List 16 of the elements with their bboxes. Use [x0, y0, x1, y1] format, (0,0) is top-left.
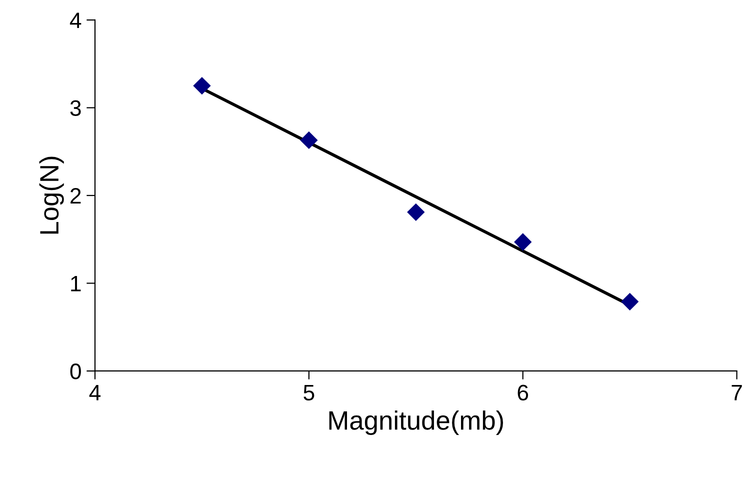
y-tick-label: 1	[71, 276, 81, 292]
point	[621, 293, 638, 310]
point	[407, 204, 424, 221]
x-tick-label: 6	[518, 384, 528, 401]
y-axis-title: Log(N)	[39, 156, 64, 234]
y-tick-label: 4	[70, 12, 82, 28]
y-tick-label: 2	[70, 188, 81, 204]
point	[300, 132, 318, 149]
y-tick-label: 3	[70, 100, 81, 116]
y-tick-label: 0	[70, 364, 81, 380]
x-axis-title: Magnitude(mb)	[329, 410, 503, 436]
x-tick-label: 7	[732, 384, 742, 400]
point	[193, 77, 211, 94]
x-tick-label: 5	[304, 384, 314, 401]
point	[514, 233, 532, 251]
x-tick-label: 4	[89, 384, 101, 400]
